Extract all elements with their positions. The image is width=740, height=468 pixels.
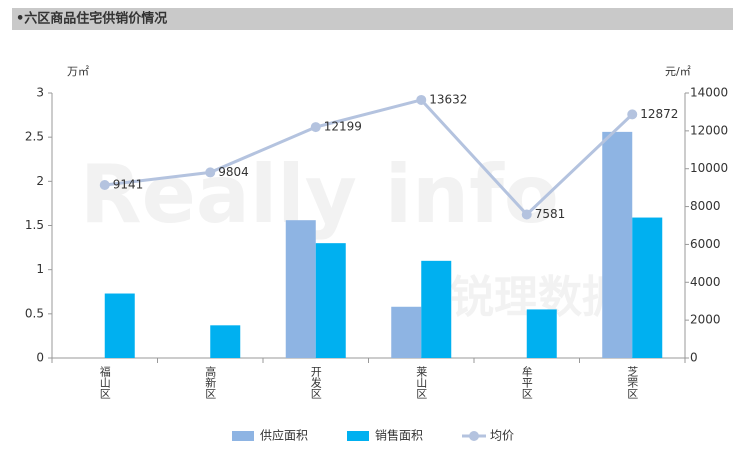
y-tick-label: 0.5: [25, 306, 44, 320]
legend-label: 均价: [490, 429, 514, 443]
y2-tick-label: 10000: [690, 161, 728, 175]
y-tick-label: 0: [36, 351, 44, 365]
bar: [104, 293, 135, 358]
bar: [632, 217, 663, 358]
title-bar: [12, 8, 733, 30]
point: [416, 94, 427, 105]
point: [310, 122, 321, 133]
y2-tick-label: 0: [690, 351, 698, 365]
legend-label: 供应面积: [260, 428, 308, 443]
x-tick-label: 牟平区: [520, 365, 533, 399]
y-tick-label: 2.5: [25, 130, 44, 144]
line: [104, 98, 634, 217]
y2-tick-label: 2000: [690, 313, 721, 327]
y2-tick-label: 8000: [690, 199, 721, 213]
x-tick-label: 福山区: [98, 365, 111, 399]
legend-swatch: [232, 431, 254, 441]
point: [521, 209, 532, 220]
chart-title: •六区商品住宅供销价情况: [16, 11, 167, 27]
bar: [285, 220, 316, 358]
y-tick-label: 3: [36, 86, 44, 100]
bar: [315, 243, 346, 358]
y2-tick-label: 14000: [690, 86, 728, 100]
y2-tick-label: 6000: [690, 237, 721, 251]
bar: [421, 260, 452, 358]
data-label: 9804: [218, 165, 249, 179]
legend-swatch: [347, 431, 369, 441]
x-tick-label: 开发区: [309, 366, 322, 399]
data-label: 12872: [640, 107, 678, 121]
legend-swatch: [469, 431, 479, 441]
x-tick-label: 莱山区: [415, 366, 428, 399]
point: [205, 167, 216, 178]
x-tick-label: 高新区: [204, 365, 217, 399]
y2-tick-label: 4000: [690, 275, 721, 289]
y-unit: 万㎡: [67, 65, 89, 78]
data-label: 9141: [113, 177, 144, 191]
bar: [526, 309, 557, 358]
y2-unit: 元/㎡: [665, 65, 691, 78]
point: [627, 109, 638, 120]
y-tick-label: 1: [36, 262, 44, 276]
bar: [602, 131, 633, 358]
data-label: 12199: [324, 120, 362, 134]
y-tick-label: 1.5: [25, 218, 44, 232]
point: [99, 179, 110, 190]
bar: [210, 325, 241, 358]
bar: [391, 306, 422, 358]
y2-tick-label: 12000: [690, 123, 728, 137]
data-label: 13632: [429, 92, 467, 106]
watermark: Really info: [80, 148, 559, 241]
data-label: 7581: [535, 207, 566, 221]
legend-label: 销售面积: [375, 428, 423, 443]
x-tick-label: 芝罘区: [626, 366, 639, 399]
y-tick-label: 2: [36, 174, 44, 188]
